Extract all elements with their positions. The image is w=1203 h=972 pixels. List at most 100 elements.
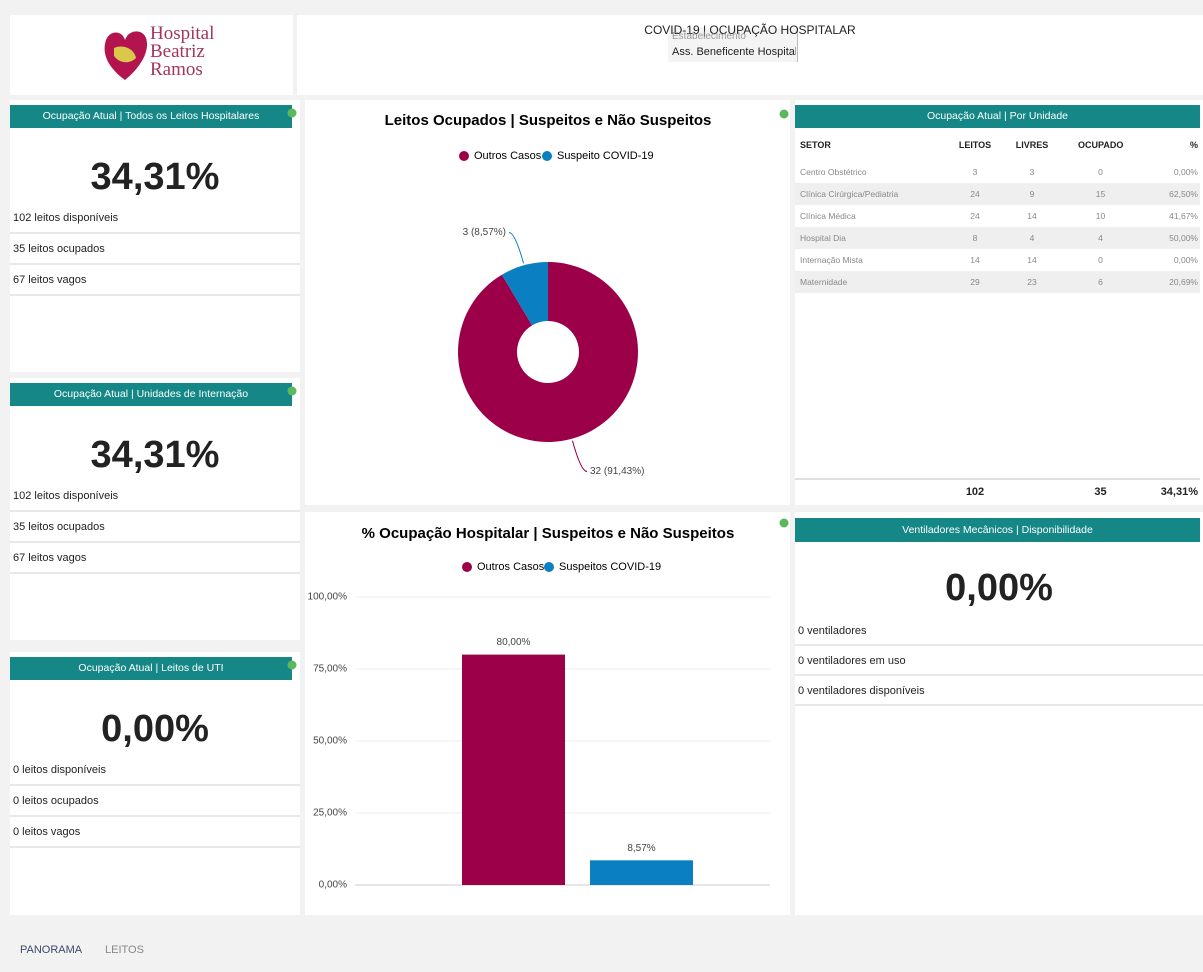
table-cell: 50,00% [1169,233,1198,243]
table-cell: Internação Mista [800,255,863,265]
table-cell: 4 [1029,233,1035,243]
filter-box [668,28,798,62]
data-label: 8,57% [627,843,655,854]
chart-title: Leitos Ocupados | Suspeitos e Não Suspei… [385,112,712,129]
table-cell: 0 [1098,167,1103,177]
card [10,652,300,915]
table-column: OCUPADOS [1078,140,1123,150]
table-cell: 3 [1029,167,1035,177]
table-cell: 24 [970,211,980,221]
donut-slice [458,262,638,442]
table-total: 34,31% [1160,486,1198,498]
legend-swatch [542,151,552,161]
kpi-line: 0 ventiladores disponíveis [795,676,1203,706]
table-cell: 14 [1027,255,1037,265]
card-header: Ocupação Atual | Unidades de Internação [10,383,292,406]
nav-tab[interactable]: PANORAMA [20,944,83,956]
kpi-value: 34,31% [90,156,220,198]
table-row [795,205,1200,227]
card-header: Ventiladores Mecânicos | Disponibilidade [795,518,1200,542]
card [10,100,300,372]
logo-text: Hospital [150,24,215,44]
table-cell: Maternidade [800,277,848,287]
logo-icon [104,31,148,80]
data-label: 3 (8,57%) [463,227,506,238]
table-cell: 29 [970,277,980,287]
legend-swatch [462,562,472,572]
legend-label: Outros Casos [474,150,542,162]
table-total: 35 [1094,486,1107,498]
kpi-line: 102 leitos disponíveis [10,481,300,512]
card [10,378,300,640]
legend-label: Outros Casos [477,561,545,573]
bar [462,654,565,885]
table-cell: 9 [1029,189,1035,199]
chart-title: % Ocupação Hospitalar | Suspeitos e Não … [362,525,735,542]
card [795,512,1203,915]
kpi-line: 0 leitos disponíveis [10,755,300,786]
kpi-line: 67 leitos vagos [10,543,300,574]
table-cell: 8 [972,233,978,243]
kpi-line: 35 leitos ocupados [10,234,300,265]
table-cell: Centro Obstétrico [800,167,867,177]
table-cell: 6 [1098,277,1103,287]
card-header: Ocupação Atual | Leitos de UTI [10,657,292,680]
nav-bar [0,920,1203,972]
nav-tab[interactable]: LEITOS [105,944,144,956]
status-dot [779,518,789,528]
logo-text: Ramos [150,60,203,80]
table-row [795,271,1200,293]
table-header: Ocupação Atual | Por Unidade [795,105,1200,128]
legend-swatch [459,151,469,161]
table-total: 102 [965,486,985,498]
table-totals-line [795,478,1200,480]
logo-leaf [114,46,136,63]
page-title: COVID-19 | OCUPAÇÃO HOSPITALAR [644,23,856,37]
table-row [795,183,1200,205]
table-cell: 14 [1027,211,1037,221]
kpi-value: 0,00% [101,708,209,750]
table-cell: 10 [1095,211,1106,221]
table-column: LEITOS [958,140,992,150]
logo-text: Beatriz [150,42,205,62]
y-tick-label: 25,00% [313,808,347,819]
kpi-value: 34,31% [90,434,220,476]
kpi-line: 0 leitos ocupados [10,786,300,817]
table-cell: 3 [972,167,978,177]
legend-label: Suspeito COVID-19 [557,150,654,162]
status-dot [287,108,297,118]
legend-label: Suspeitos COVID-19 [559,561,661,573]
kpi-line: 35 leitos ocupados [10,512,300,543]
table-cell: 41,67% [1169,211,1198,221]
table-cell: Clínica Médica [800,211,856,221]
table-cell: Hospital Dia [800,233,846,243]
donut-slice [501,262,548,326]
status-dot [287,386,297,396]
kpi-line: 0 ventiladores [795,616,1203,646]
table-cell: 4 [1098,233,1103,243]
kpi-value: 0,00% [945,567,1053,609]
table-column: % [1189,140,1198,150]
table-column: LIVRES [1015,140,1049,150]
bar [590,860,693,885]
filter-label: Estabelecimento [672,31,746,42]
status-dot [779,109,789,119]
kpi-line: 0 ventiladores em uso [795,646,1203,676]
kpi-line: 67 leitos vagos [10,265,300,296]
table-cell: 0 [1098,255,1103,265]
table-cell: 0,00% [1173,167,1198,177]
table-row [795,227,1200,249]
table-cell: 15 [1095,189,1106,199]
table-cell: 62,50% [1169,189,1198,199]
table-cell: 0,00% [1173,255,1198,265]
table-cell: 20,69% [1169,277,1198,287]
status-dot [287,660,297,670]
y-tick-label: 0,00% [319,880,347,891]
table-cell: 23 [1027,277,1037,287]
table-cell: 14 [970,255,980,265]
table-column: SETOR [800,140,831,150]
filter-value: Ass. Beneficente Hospital I [672,46,796,58]
table-cell: Clínica Cirúrgica/Pediatria [800,189,899,199]
